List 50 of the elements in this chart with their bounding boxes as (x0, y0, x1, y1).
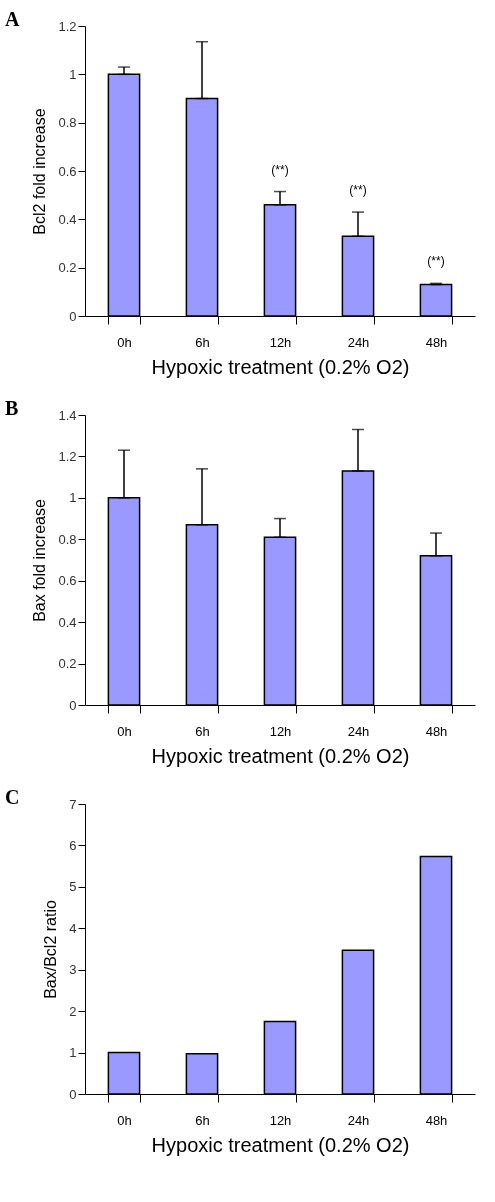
y-tick-label: 0.4 (58, 211, 77, 227)
y-tick-label: 3 (69, 962, 77, 978)
x-tick-label: 24h (347, 1112, 370, 1128)
x-tick-label: 6h (195, 334, 210, 350)
x-tick-label: 0h (117, 1112, 132, 1128)
annotation: (**) (349, 183, 367, 198)
y-axis-title: Bcl2 fold increase (31, 108, 49, 235)
x-tick-label: 48h (425, 334, 448, 350)
y-tick-label: 0.8 (58, 531, 77, 547)
y-tick-label: 1.2 (58, 18, 77, 34)
y-tick-label: 0 (69, 697, 77, 713)
y-tick-label: 1 (69, 66, 77, 82)
x-tick-label: 6h (195, 1112, 210, 1128)
x-tick-label: 12h (269, 334, 292, 350)
x-tick-label: 48h (425, 1112, 448, 1128)
y-tick-label: 0.4 (58, 614, 77, 630)
y-tick-label: 0.6 (58, 163, 77, 179)
y-tick-label: 1.2 (58, 448, 77, 464)
y-tick-label: 0.2 (58, 656, 77, 672)
y-tick-label: 1 (69, 1045, 77, 1061)
y-axis-title: Bax/Bcl2 ratio (42, 900, 60, 999)
y-tick-label: 1 (69, 490, 77, 506)
chart-title: C (5, 786, 20, 808)
y-tick-label: 0.2 (58, 260, 77, 276)
y-tick-label: 0.6 (58, 573, 77, 589)
y-tick-label: 5 (69, 879, 77, 895)
y-tick-label: 0 (69, 308, 77, 324)
y-axis-title: Bax fold increase (31, 499, 49, 622)
y-tick-label: 7 (69, 796, 77, 812)
x-axis-title: Hypoxic treatment (0.2% O2) (151, 1133, 410, 1156)
x-tick-label: 0h (117, 334, 132, 350)
y-tick-label: 0.8 (58, 115, 77, 131)
y-tick-label: 4 (69, 920, 77, 936)
x-tick-label: 12h (269, 723, 292, 739)
x-tick-label: 6h (195, 723, 210, 739)
x-tick-label: 48h (425, 723, 448, 739)
chart-title: B (5, 397, 19, 419)
x-tick-label: 0h (117, 723, 132, 739)
x-tick-label: 24h (347, 723, 370, 739)
x-axis-title: Hypoxic treatment (0.2% O2) (151, 355, 410, 378)
x-axis-title: Hypoxic treatment (0.2% O2) (151, 744, 410, 767)
y-tick-label: 1.4 (58, 407, 77, 423)
y-tick-label: 6 (69, 837, 77, 853)
y-tick-label: 0 (69, 1086, 77, 1102)
x-tick-label: 12h (269, 1112, 292, 1128)
x-tick-label: 24h (347, 334, 370, 350)
chart-title: A (5, 8, 20, 30)
annotation: (**) (271, 162, 289, 177)
y-tick-label: 2 (69, 1003, 77, 1019)
annotation: (**) (427, 254, 445, 269)
